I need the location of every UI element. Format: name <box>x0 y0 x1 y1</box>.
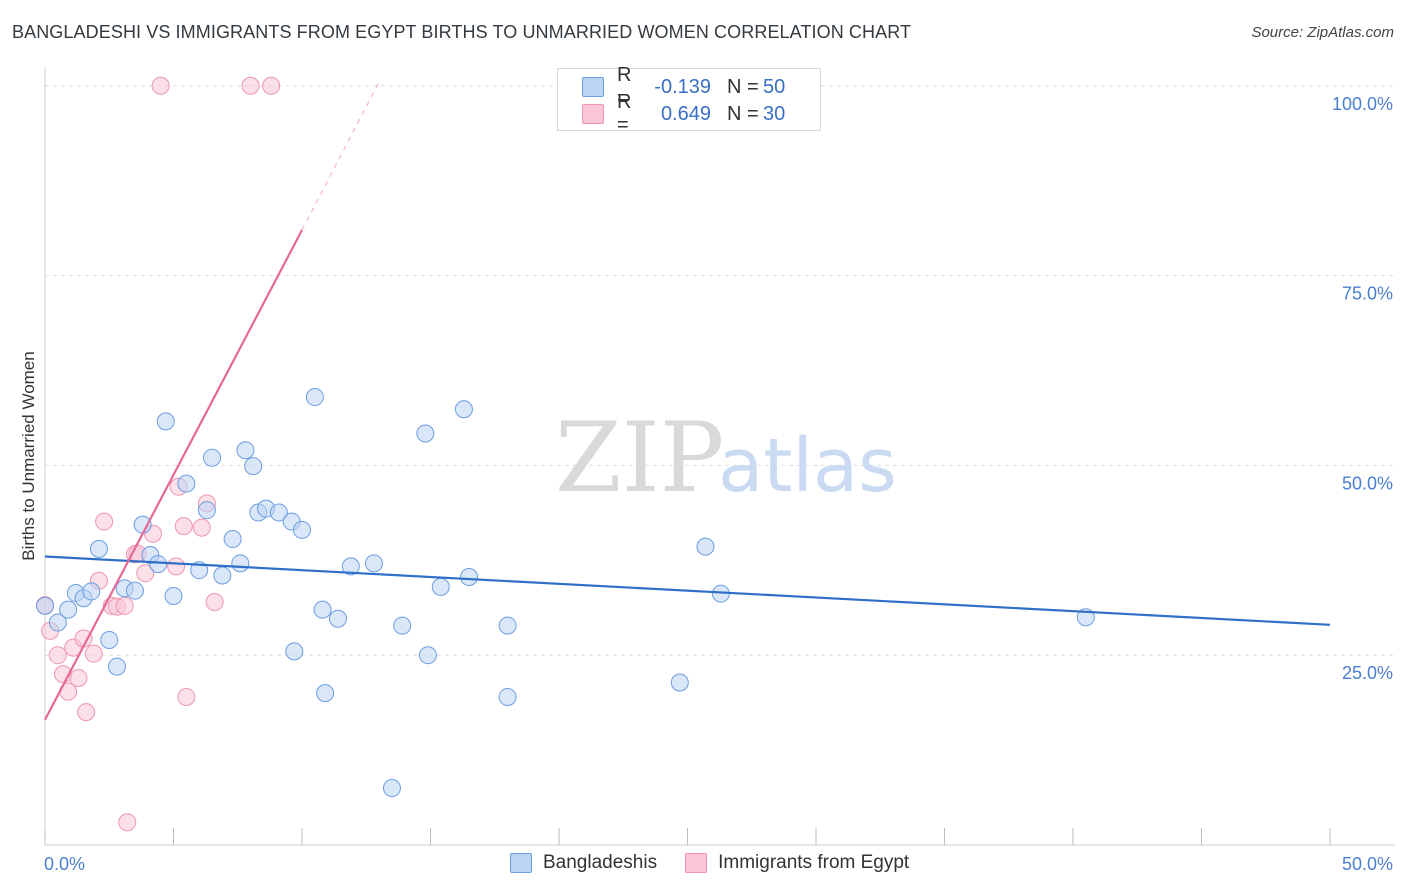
legend-swatch-pink <box>685 853 708 873</box>
legend-swatch-blue <box>510 853 532 873</box>
bangladeshi-point <box>460 567 479 586</box>
legend-n-value: 50 <box>763 75 786 98</box>
egypt-point <box>192 518 211 537</box>
legend-r-label: R = <box>617 91 632 136</box>
egypt-point <box>95 512 114 531</box>
legend-row-bangladeshi: R = -0.139 N = 50 <box>582 64 786 109</box>
egypt-point <box>136 564 155 583</box>
bangladeshi-point <box>156 412 175 431</box>
egypt-point <box>84 644 103 663</box>
egypt-point <box>205 593 224 612</box>
bangladeshi-point <box>89 539 108 558</box>
bangladeshi-point <box>223 530 242 549</box>
bangladeshi-point <box>393 616 412 635</box>
bangladeshi-point <box>341 557 360 576</box>
x-tick-label-left: 0.0% <box>44 854 85 874</box>
bangladeshi-point <box>498 687 517 706</box>
egypt-point <box>241 76 260 95</box>
bangladeshi-point <box>293 520 311 539</box>
legend-n-label: N = <box>727 102 759 125</box>
legend-n-value: 30 <box>763 102 786 125</box>
grid-lines <box>45 85 1395 656</box>
bangladeshi-point <box>177 474 196 493</box>
legend-label-bangladeshis: Bangladeshis <box>543 852 658 873</box>
bangladeshi-trend-line <box>44 555 1331 626</box>
bangladeshi-point <box>48 613 67 632</box>
legend-r-value: 0.649 <box>660 102 711 125</box>
bangladeshi-point <box>431 577 450 596</box>
legend-swatch-pink <box>582 104 604 124</box>
y-tick-label: 25.0% <box>1342 663 1393 683</box>
legend-swatch-blue <box>582 77 604 97</box>
bangladeshi-point <box>670 673 689 692</box>
legend-r-value: -0.139 <box>654 75 711 98</box>
egypt-point <box>69 668 88 687</box>
bangladeshi-point <box>125 581 144 600</box>
correlation-legend: R = -0.139 N = 50 R = 0.649 N = 30 <box>557 64 821 136</box>
bangladeshi-point <box>203 448 222 467</box>
x-tick-label-right: 50.0% <box>1342 854 1393 874</box>
bangladeshi-point <box>213 566 232 585</box>
y-tick-label: 50.0% <box>1342 473 1393 493</box>
egypt-trend-extension <box>301 81 380 231</box>
legend-item-egypt[interactable]: Immigrants from Egypt <box>685 852 909 874</box>
legend-row-egypt: R = 0.649 N = 30 <box>582 91 786 136</box>
bangladeshi-point <box>285 642 304 661</box>
bangladeshi-point <box>316 684 335 703</box>
bangladeshi-point <box>149 555 168 574</box>
bangladeshi-point <box>82 582 101 601</box>
y-tick-label: 100.0% <box>1332 94 1393 114</box>
bangladeshi-point <box>696 537 715 556</box>
bangladeshi-point <box>164 586 183 605</box>
bangladeshi-point <box>364 554 383 573</box>
tick-labels: 25.0% 50.0% 75.0% 100.0% 0.0% 50.0% <box>44 94 1393 874</box>
bangladeshi-point <box>244 457 263 476</box>
trend-lines <box>44 81 1331 721</box>
bangladeshi-point <box>416 424 435 443</box>
bangladeshi-point <box>305 388 324 407</box>
series-bangladeshi-points <box>36 388 1095 798</box>
bangladeshi-point <box>328 609 347 628</box>
egypt-point <box>151 76 170 95</box>
bangladeshi-point <box>100 631 119 650</box>
y-axis-label: Births to Unmarried Women <box>19 351 38 560</box>
egypt-trend-line <box>44 229 303 721</box>
chart-title: BANGLADESHI VS IMMIGRANTS FROM EGYPT BIR… <box>12 22 912 42</box>
egypt-point <box>118 813 137 832</box>
bangladeshi-point <box>231 554 250 573</box>
bangladeshi-point <box>313 600 332 619</box>
egypt-point <box>177 687 196 706</box>
egypt-point <box>174 517 193 536</box>
y-tick-label: 75.0% <box>1342 284 1393 304</box>
bangladeshi-point <box>418 646 437 665</box>
source-credit: Source: ZipAtlas.com <box>1251 24 1394 41</box>
egypt-point <box>167 557 186 576</box>
bangladeshi-point <box>107 657 126 676</box>
bangladeshi-point <box>236 441 255 460</box>
bangladeshi-point <box>498 616 517 635</box>
bangladeshi-point <box>382 779 401 798</box>
legend-r-label: R = <box>617 64 632 109</box>
bangladeshi-point <box>36 596 54 615</box>
bangladeshi-point <box>269 503 288 522</box>
legend-label-egypt: Immigrants from Egypt <box>718 852 910 873</box>
bangladeshi-point <box>197 501 216 520</box>
watermark-zip: ZIP <box>555 402 724 514</box>
egypt-point <box>77 703 96 722</box>
legend-item-bangladeshis[interactable]: Bangladeshis <box>510 852 657 874</box>
series-legend: Bangladeshis Immigrants from Egypt <box>510 852 937 874</box>
bangladeshi-point <box>454 400 473 419</box>
bangladeshi-point <box>59 600 78 619</box>
watermark-atlas: atlas <box>718 423 897 509</box>
egypt-point <box>115 596 134 615</box>
axes <box>44 67 1395 846</box>
egypt-point <box>48 646 67 665</box>
legend-n-label: N = <box>727 75 759 98</box>
egypt-point <box>262 76 281 95</box>
